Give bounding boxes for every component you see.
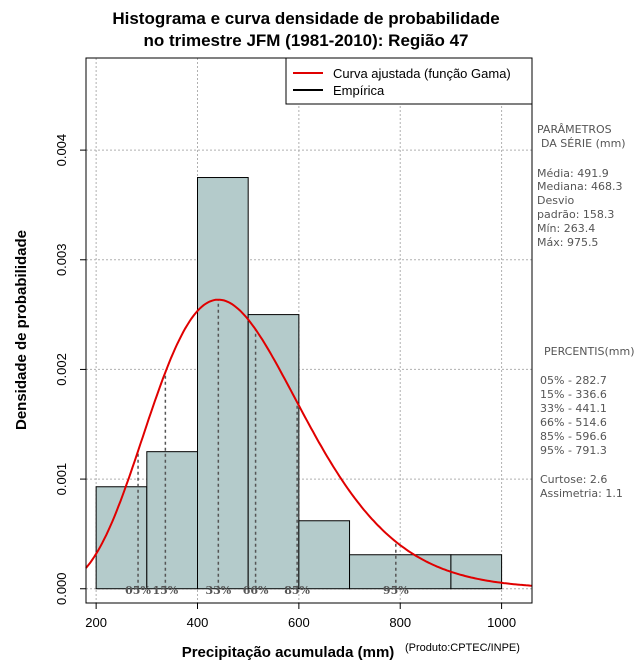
y-axis-title: Densidade de probabilidade: [13, 230, 30, 430]
percentil-33: 33% - 441.1: [540, 402, 607, 415]
param-max: Máx: 975.5: [537, 236, 598, 249]
percentile-label-15: 15%: [152, 584, 178, 597]
legend-curve-label: Curva ajustada (função Gama): [333, 66, 511, 81]
x-axis-title: Precipitação acumulada (mm): [182, 644, 395, 660]
params-title-2: DA SÉRIE (mm): [541, 137, 626, 150]
params-title-1: PARÂMETROS: [537, 123, 612, 136]
percentis-title: PERCENTIS(mm): [544, 345, 635, 358]
product-credit: (Produto:CPTEC/INPE): [405, 642, 520, 654]
param-min: Mín: 263.4: [537, 222, 595, 235]
y-tick-label-0: 0.000: [54, 572, 69, 605]
legend-box: [285, 57, 533, 105]
percentil-85: 85% - 596.6: [540, 430, 607, 443]
histogram-bar-5: [298, 520, 351, 590]
y-tick-label-2: 0.002: [54, 353, 69, 386]
param-sd-label: Desvio: [537, 194, 575, 207]
y-tick-label-4: 0.004: [54, 134, 69, 167]
series-parameters-panel: PARÂMETROS DA SÉRIE (mm) Média: 491.9 Me…: [537, 123, 626, 249]
percentil-15: 15% - 336.6: [540, 388, 607, 401]
histogram-bar-2: [146, 451, 198, 590]
y-tick-label-1: 0.001: [54, 463, 69, 496]
x-axis-ticks: 200 400 600 800 1000: [85, 603, 516, 630]
param-sd: padrão: 158.3: [537, 208, 614, 221]
percentile-lines: [137, 299, 397, 589]
x-tick-label-400: 400: [187, 615, 209, 630]
assimetria: Assimetria: 1.1: [540, 487, 623, 500]
histogram-bars: [95, 177, 503, 590]
chart-title-line-1: Histograma e curva densidade de probabil…: [112, 9, 499, 28]
x-tick-label-800: 800: [389, 615, 411, 630]
x-tick-label-1000: 1000: [487, 615, 516, 630]
x-tick-label-600: 600: [288, 615, 310, 630]
param-mean: Média: 491.9: [537, 167, 609, 180]
x-tick-label-200: 200: [85, 615, 107, 630]
percentile-labels: 05% 15% 33% 66% 85% 95%: [125, 584, 409, 597]
y-axis-ticks: 0.000 0.001 0.002 0.003 0.004: [54, 134, 86, 605]
histogram-bar-4: [247, 314, 300, 590]
percentil-95: 95% - 791.3: [540, 444, 607, 457]
histogram-bar-6: [349, 554, 452, 590]
chart-title-line-2: no trimestre JFM (1981-2010): Região 47: [143, 31, 468, 50]
curtose: Curtose: 2.6: [540, 473, 607, 486]
gamma-curve: [85, 298, 533, 587]
percentiles-panel: PERCENTIS(mm) 05% - 282.7 15% - 336.6 33…: [540, 345, 635, 500]
param-median: Mediana: 468.3: [537, 180, 622, 193]
percentile-label-33: 33%: [205, 584, 231, 597]
percentile-label-85: 85%: [284, 584, 310, 597]
legend-empirical-label: Empírica: [333, 83, 385, 98]
histogram-bar-7: [450, 554, 503, 590]
histogram-bar-1: [95, 486, 148, 590]
percentile-label-95: 95%: [383, 584, 409, 597]
percentil-05: 05% - 282.7: [540, 374, 607, 387]
y-tick-label-3: 0.003: [54, 243, 69, 276]
percentil-66: 66% - 514.6: [540, 416, 607, 429]
percentile-label-66: 66%: [243, 584, 269, 597]
legend: Curva ajustada (função Gama) Empírica: [285, 57, 533, 105]
percentile-label-05: 05%: [125, 584, 151, 597]
histogram-bar-3: [197, 177, 249, 590]
